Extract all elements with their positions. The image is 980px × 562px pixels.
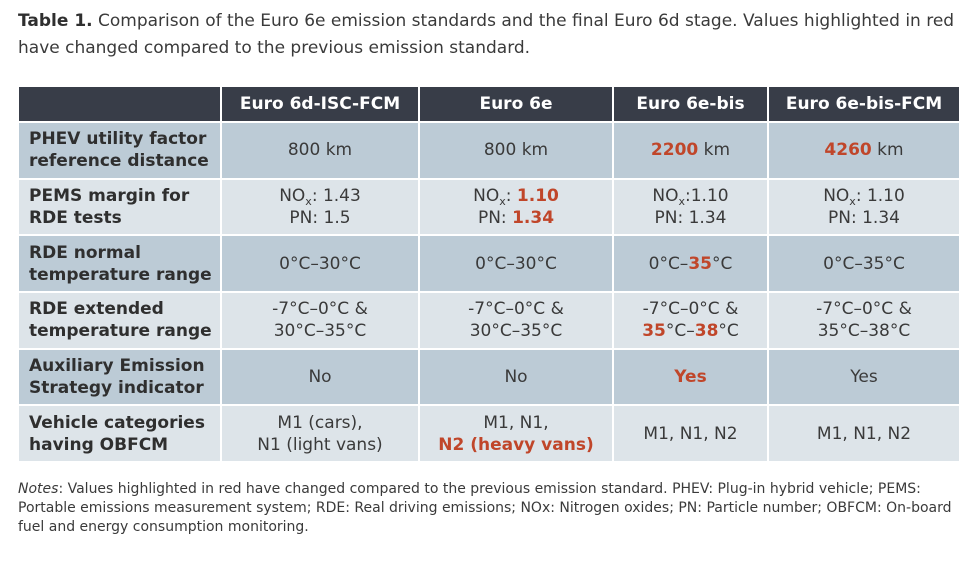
cell: NOx: 1.43 PN: 1.5 xyxy=(222,179,420,237)
table-row: Vehicle categories having OBFCM M1 (cars)… xyxy=(19,406,959,463)
header-empty xyxy=(19,87,222,123)
cell: M1, N1, N2 xyxy=(769,406,959,463)
changed-value: 38 xyxy=(694,321,719,342)
changed-value: Yes xyxy=(674,366,707,387)
header-euro-6e-bis: Euro 6e-bis xyxy=(614,87,769,123)
cell: 0°C–30°C xyxy=(420,236,614,293)
row-label-aes-indicator: Auxiliary Emission Strategy indicator xyxy=(19,349,222,407)
changed-value: 35 xyxy=(688,253,712,274)
cell: 4260 km xyxy=(769,123,959,180)
table-row: Auxiliary Emission Strategy indicator No … xyxy=(19,349,959,407)
table-notes: Notes: Values highlighted in red have ch… xyxy=(18,480,963,537)
cell: NOx: 1.10 PN: 1.34 xyxy=(769,179,959,237)
cell: No xyxy=(420,349,614,407)
notes-text: : Values highlighted in red have changed… xyxy=(18,481,952,535)
changed-value: 2200 xyxy=(650,140,699,161)
row-label-extended-temperature: RDE extended temperature range xyxy=(19,292,222,350)
cell: 0°C–35°C xyxy=(614,236,769,293)
cell: 800 km xyxy=(222,123,420,180)
cell: M1, N1, N2 xyxy=(614,406,769,463)
table-caption: Table 1. Comparison of the Euro 6e emiss… xyxy=(18,8,958,62)
cell: NOx:1.10 PN: 1.34 xyxy=(614,179,769,237)
header-euro-6e-bis-fcm: Euro 6e-bis-FCM xyxy=(769,87,959,123)
table-row: RDE normal temperature range 0°C–30°C 0°C… xyxy=(19,236,959,293)
row-label-utility-factor: PHEV utility factor reference distance xyxy=(19,123,222,180)
changed-value: 35 xyxy=(642,321,666,342)
cell: 800 km xyxy=(420,123,614,180)
comparison-table: Euro 6d-ISC-FCM Euro 6e Euro 6e-bis Euro… xyxy=(19,87,959,463)
cell: 0°C–35°C xyxy=(769,236,959,293)
notes-label: Notes xyxy=(18,481,59,497)
cell: Yes xyxy=(614,349,769,407)
changed-value: 4260 xyxy=(824,140,872,161)
row-label-normal-temperature: RDE normal temperature range xyxy=(19,236,222,293)
header-euro-6e: Euro 6e xyxy=(420,87,614,123)
header-euro-6d-isc-fcm: Euro 6d-ISC-FCM xyxy=(222,87,420,123)
table-row: PHEV utility factor reference distance 80… xyxy=(19,123,959,180)
cell: M1, N1, N2 (heavy vans) xyxy=(420,406,614,463)
row-label-obfcm-categories: Vehicle categories having OBFCM xyxy=(19,406,222,463)
cell: -7°C–0°C & 30°C–35°C xyxy=(420,292,614,350)
cell: NOx: 1.10 PN: 1.34 xyxy=(420,179,614,237)
cell: -7°C–0°C & 35°C–38°C xyxy=(769,292,959,350)
table-row: RDE extended temperature range -7°C–0°C &… xyxy=(19,292,959,350)
cell: Yes xyxy=(769,349,959,407)
row-label-pems-margin: PEMS margin for RDE tests xyxy=(19,179,222,237)
changed-value: N2 (heavy vans) xyxy=(438,434,594,455)
cell: 2200 km xyxy=(614,123,769,180)
cell: -7°C–0°C & 35°C–38°C xyxy=(614,292,769,350)
changed-value: 1.10 xyxy=(516,185,559,206)
changed-value: 1.34 xyxy=(512,207,555,228)
caption-label: Table 1. xyxy=(18,11,93,31)
cell: M1 (cars), N1 (light vans) xyxy=(222,406,420,463)
table-row: PEMS margin for RDE tests NOx: 1.43 PN: 1.… xyxy=(19,179,959,237)
cell: 0°C–30°C xyxy=(222,236,420,293)
caption-text: Comparison of the Euro 6e emission stand… xyxy=(18,11,955,58)
cell: -7°C–0°C & 30°C–35°C xyxy=(222,292,420,350)
header-row: Euro 6d-ISC-FCM Euro 6e Euro 6e-bis Euro… xyxy=(19,87,959,123)
cell: No xyxy=(222,349,420,407)
